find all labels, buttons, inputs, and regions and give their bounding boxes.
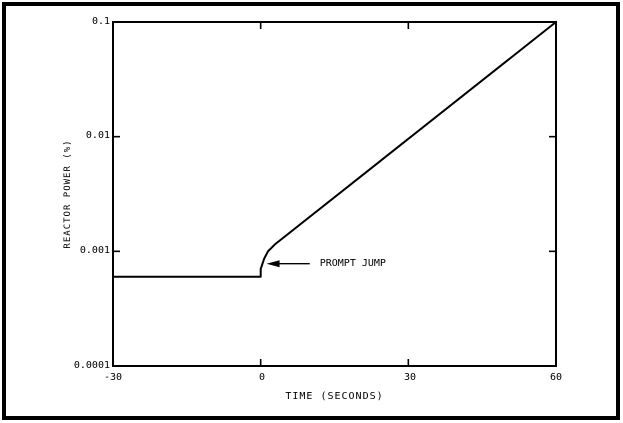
- x-axis-title: TIME (SECONDS): [285, 391, 384, 402]
- x-tick-label-neg30: -30: [103, 372, 123, 383]
- y-axis-title: REACTOR POWER (%): [63, 139, 73, 249]
- y-tick-label-0p001: 0.001: [79, 245, 110, 256]
- x-tick-label-0: 0: [258, 372, 266, 383]
- prompt-jump-annotation: PROMPT JUMP: [319, 257, 386, 269]
- y-tick-label-0p0001: 0.0001: [73, 360, 110, 371]
- y-tick-label-0p01: 0.01: [85, 130, 110, 141]
- y-tick-label-0p1: 0.1: [91, 16, 110, 27]
- reactor-power-curve: [112, 20, 558, 278]
- arrowhead-icon: [266, 260, 280, 268]
- x-tick-label-30: 30: [403, 372, 417, 383]
- plot-border: [112, 21, 557, 367]
- x-tick-label-60: 60: [549, 372, 563, 383]
